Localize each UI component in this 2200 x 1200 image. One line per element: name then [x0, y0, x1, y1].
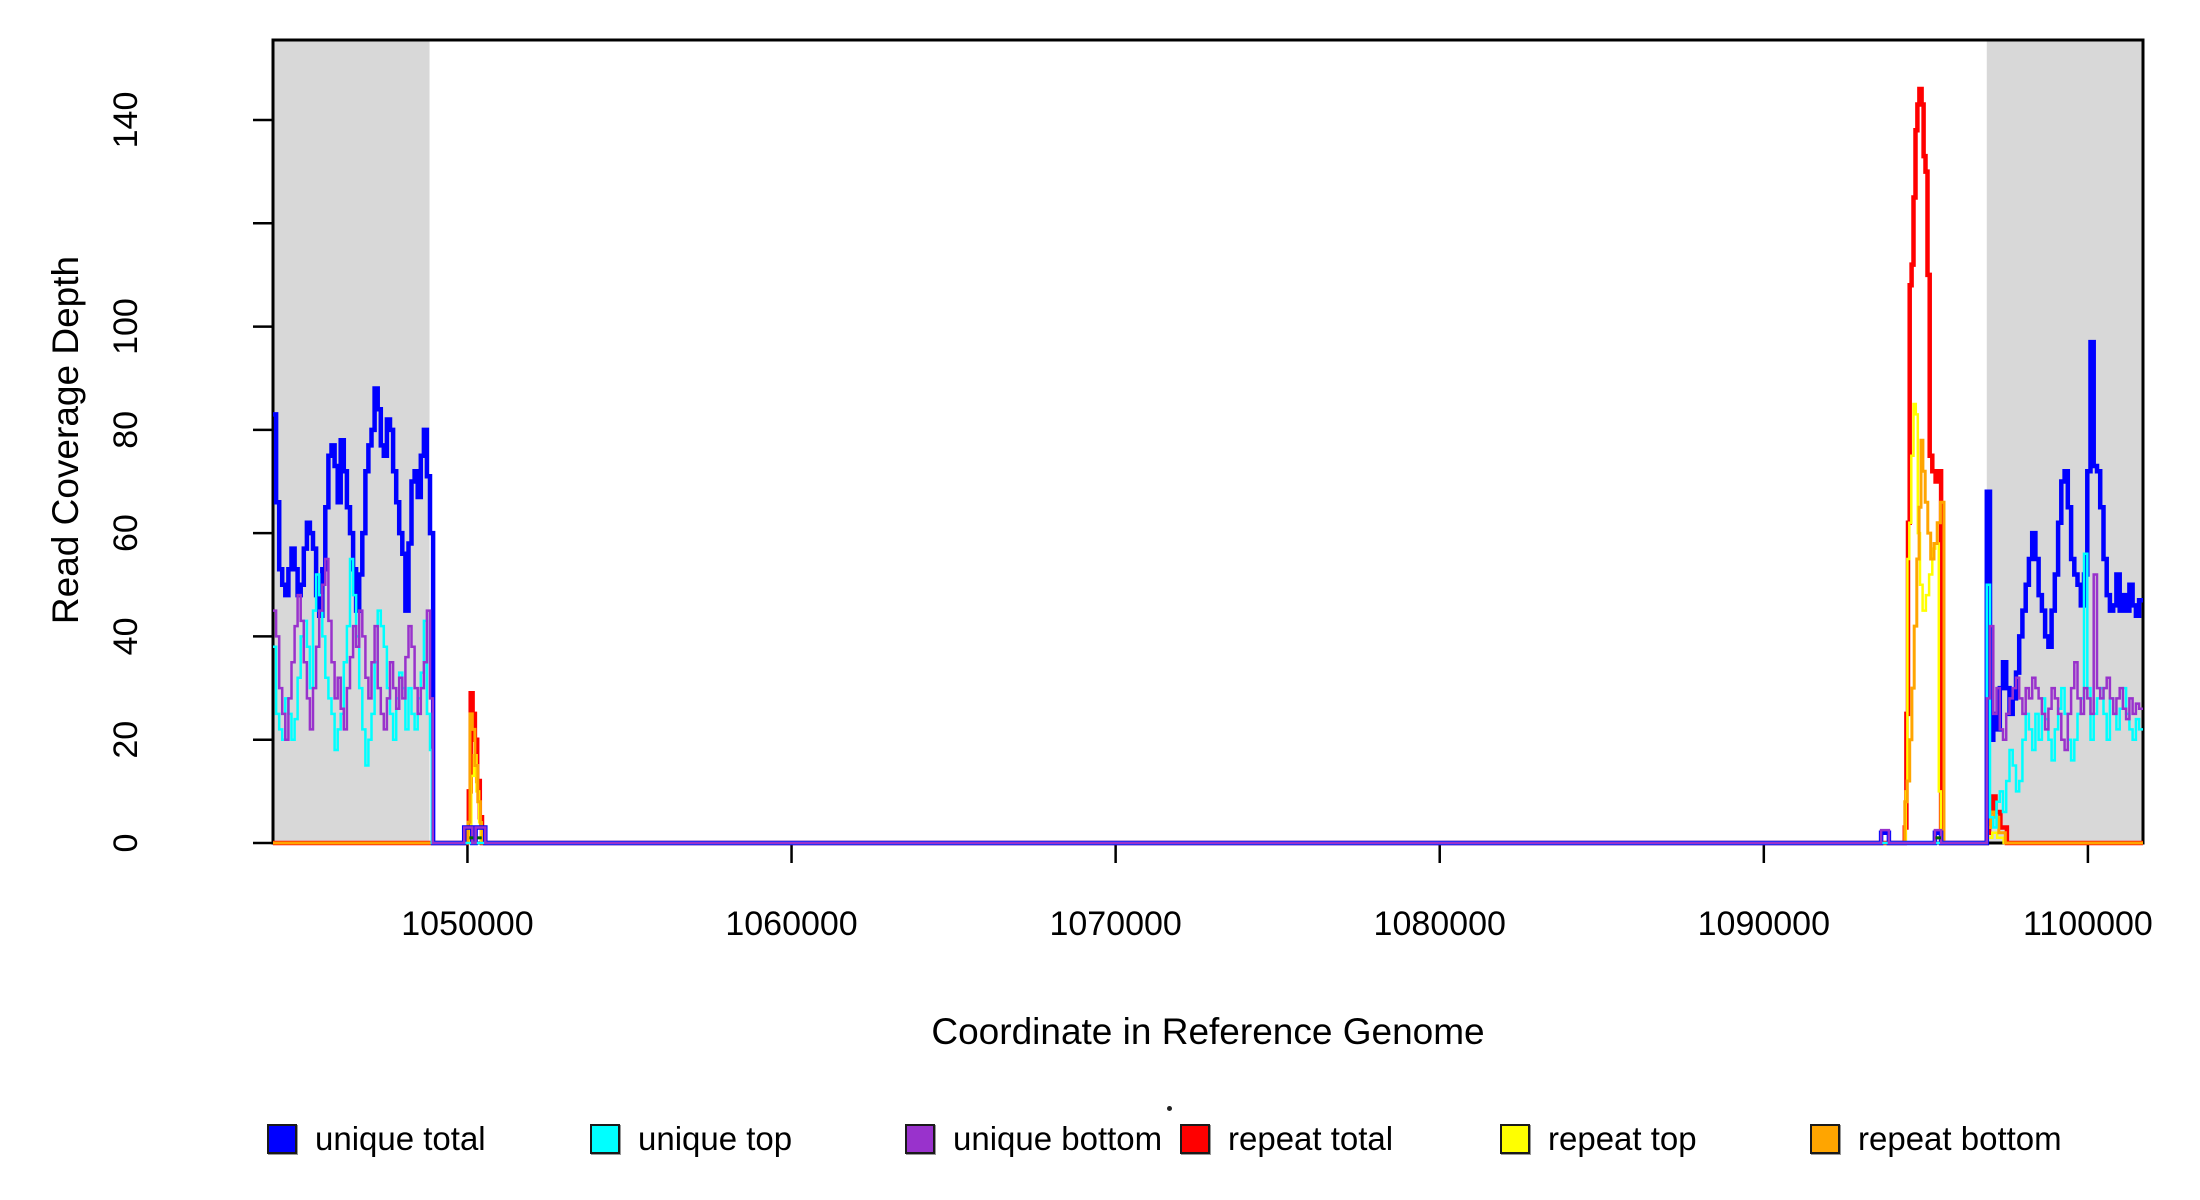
x-tick-label: 1050000 — [401, 905, 533, 943]
x-tick-label: 1080000 — [1374, 905, 1506, 943]
y-tick-label: 0 — [107, 834, 145, 853]
series-unique-top — [273, 552, 2143, 845]
series-repeat-bottom — [273, 438, 2143, 845]
x-axis-title: Coordinate in Reference Genome — [931, 1011, 1485, 1052]
y-tick-label: 140 — [107, 92, 145, 149]
x-tick-label: 1100000 — [2023, 905, 2153, 943]
y-tick-label: 80 — [107, 411, 145, 449]
y-axis-title: Read Coverage Depth — [45, 255, 86, 625]
y-tick-label: 20 — [107, 721, 145, 759]
stray-dot — [1167, 1106, 1172, 1111]
series-repeat-top — [273, 402, 2143, 845]
y-tick-label: 60 — [107, 514, 145, 552]
y-tick-label: 40 — [107, 618, 145, 656]
series-unique-total — [273, 339, 2143, 846]
x-tick-label: 1090000 — [1698, 905, 1830, 943]
x-tick-label: 1060000 — [725, 905, 857, 943]
y-tick-label: 100 — [107, 298, 145, 355]
highlight-band — [273, 40, 430, 843]
series-repeat-total — [273, 86, 2143, 846]
plot-box — [271, 38, 2145, 845]
series-unique-bottom — [273, 557, 2143, 845]
x-tick-label: 1070000 — [1049, 905, 1181, 943]
